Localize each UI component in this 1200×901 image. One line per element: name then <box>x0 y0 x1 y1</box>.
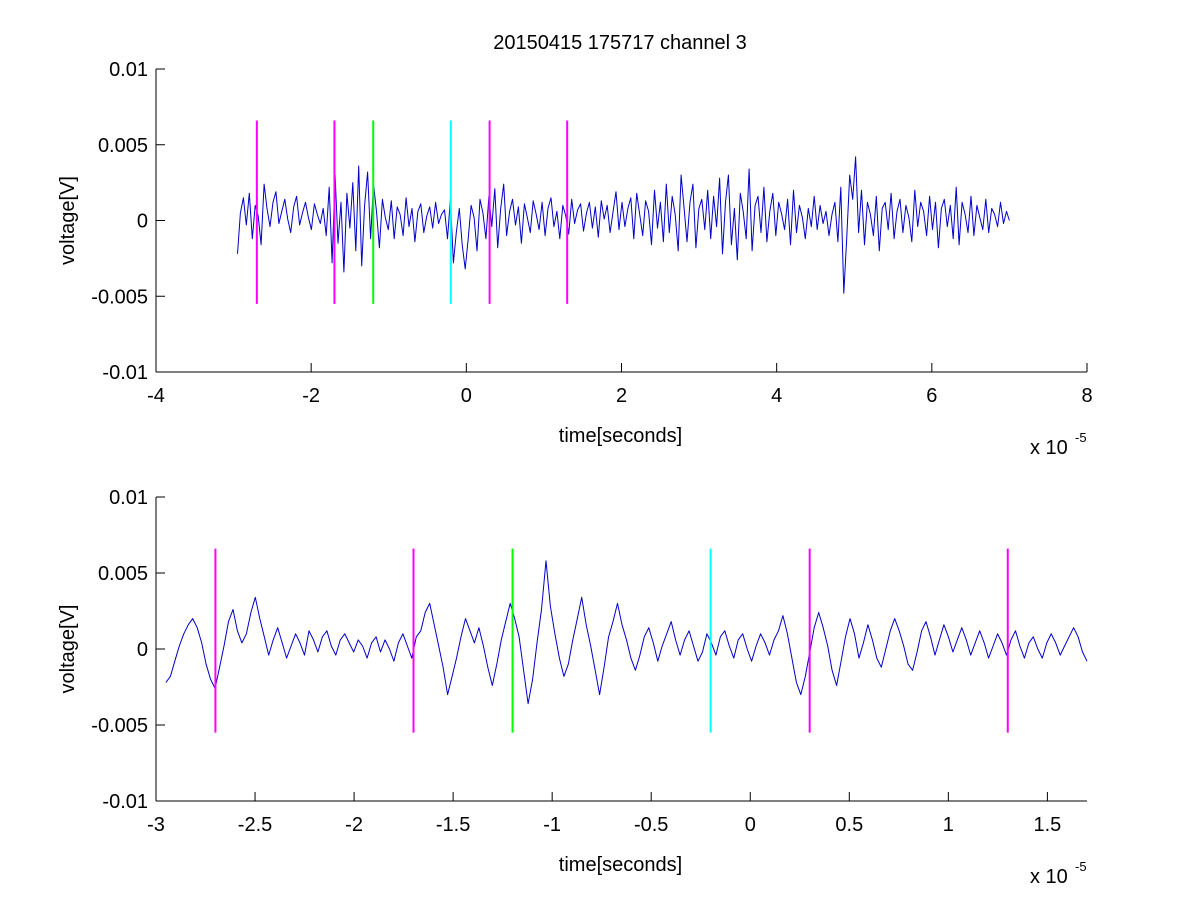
y-tick-label: 0.005 <box>98 563 148 585</box>
x-axis-label: time[seconds] <box>559 425 682 447</box>
x-tick-label: -2 <box>302 385 320 407</box>
bottom-plot: -0.01 -0.005 0 0.005 0.01 -3 -2.5 -2 -1.5 -1 -0.5 0… <box>57 487 1088 888</box>
x-axis-label: time[seconds] <box>559 854 682 876</box>
x-tick-label: 8 <box>1081 385 1092 407</box>
x-tick-label: -1.5 <box>436 814 470 836</box>
x-multiplier-label: x 10 <box>1030 866 1068 888</box>
x-multiplier-exponent: -5 <box>1075 859 1087 874</box>
y-tick-label: 0 <box>137 639 148 661</box>
x-tick-label: -3 <box>147 814 165 836</box>
figure-title: 20150415 175717 channel 3 <box>493 32 747 54</box>
y-tick-label: -0.01 <box>102 791 148 813</box>
y-axis-label: voltage[V] <box>57 605 79 694</box>
y-tick-label: 0 <box>137 211 148 233</box>
y-axis-label: voltage[V] <box>57 176 79 265</box>
x-tick-label: 0 <box>461 385 472 407</box>
x-tick-label: 0.5 <box>835 814 863 836</box>
x-tick-label: -1 <box>543 814 561 836</box>
y-tick-label: 0.01 <box>109 487 148 509</box>
y-tick-label: 0.005 <box>98 135 148 157</box>
y-tick-label: 0.01 <box>109 59 148 81</box>
x-tick-label: 6 <box>926 385 937 407</box>
x-tick-label: 0 <box>745 814 756 836</box>
y-tick-label: -0.005 <box>91 286 148 308</box>
y-tick-label: -0.005 <box>91 715 148 737</box>
y-tick-label: -0.01 <box>102 362 148 384</box>
x-tick-label: 2 <box>616 385 627 407</box>
x-multiplier-exponent: -5 <box>1075 430 1087 445</box>
x-multiplier-label: x 10 <box>1030 437 1068 459</box>
signal-line <box>165 560 1088 705</box>
x-tick-label: -2 <box>345 814 363 836</box>
x-tick-label: 4 <box>771 385 782 407</box>
x-tick-label: -4 <box>147 385 165 407</box>
x-tick-label: -0.5 <box>634 814 668 836</box>
top-plot: -0.01 -0.005 0 0.005 0.01 -4 -2 0 2 4 6 8 time[secon… <box>57 59 1093 459</box>
x-tick-label: -2.5 <box>238 814 272 836</box>
x-tick-label: 1 <box>943 814 954 836</box>
x-tick-label: 1.5 <box>1033 814 1061 836</box>
signal-line <box>237 156 1010 294</box>
